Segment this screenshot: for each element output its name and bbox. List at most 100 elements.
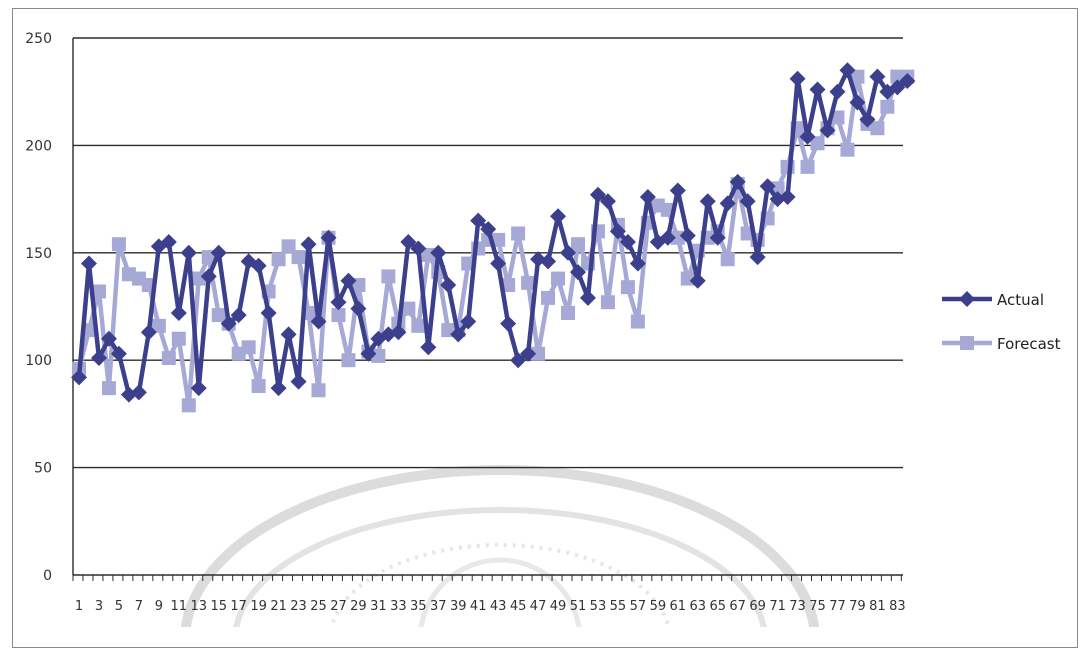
x-tick-label: 73: [789, 599, 806, 614]
legend-label-actual: Actual: [997, 291, 1044, 309]
data-point-actual: [430, 244, 447, 261]
data-point-actual: [100, 330, 117, 347]
data-point-actual: [809, 81, 826, 98]
data-point-actual: [350, 300, 367, 317]
data-point-actual: [779, 188, 796, 205]
data-point-actual: [629, 255, 646, 272]
chart-frame: [12, 8, 1078, 648]
y-tick-label: 50: [34, 461, 52, 477]
x-tick-label: 17: [230, 599, 247, 614]
university-seal-watermark: [180, 465, 820, 627]
data-point-actual: [550, 208, 567, 225]
x-tick-label: 75: [809, 599, 826, 614]
series-line-actual: [76, 67, 909, 397]
data-point-actual: [270, 380, 287, 397]
data-point-actual: [520, 345, 537, 362]
data-point-actual: [310, 313, 327, 330]
data-point-actual: [889, 79, 906, 96]
data-point-actual: [320, 229, 337, 246]
data-point-actual: [619, 234, 636, 251]
data-point-forecast: [630, 314, 645, 329]
data-point-actual: [300, 236, 317, 253]
x-tick-label: 21: [270, 599, 287, 614]
x-tick-label: 35: [410, 599, 427, 614]
x-tick-labels: 1 3 5 7 9 11 13 15 17 19 21 23 25 27 29 31 33 35 37 39 41 43 4…: [75, 599, 906, 614]
data-point-actual: [799, 128, 816, 145]
data-point-actual: [290, 373, 307, 390]
data-point-actual: [210, 244, 227, 261]
x-tick-label: 77: [829, 599, 846, 614]
x-tick-label: 11: [171, 599, 188, 614]
x-tick-label: 39: [450, 599, 467, 614]
x-tick-label: 49: [550, 599, 567, 614]
data-point-actual: [490, 255, 507, 272]
axes: [72, 38, 903, 581]
data-point-actual: [260, 304, 277, 321]
data-point-actual: [200, 268, 217, 285]
x-tick-label: 71: [769, 599, 786, 614]
x-tick-label: 65: [709, 599, 726, 614]
x-tick-label: 63: [689, 599, 706, 614]
x-tick-label: 25: [310, 599, 327, 614]
data-point-forecast: [381, 269, 396, 284]
legend-marker-forecast: [960, 336, 974, 350]
data-point-actual: [679, 227, 696, 244]
x-tick-label: 23: [290, 599, 307, 614]
y-tick-label: 200: [25, 138, 52, 154]
x-tick-label: 3: [95, 599, 103, 614]
x-tick-label: 53: [590, 599, 607, 614]
data-point-forecast: [880, 99, 895, 114]
data-point-forecast: [251, 378, 266, 393]
data-point-forecast: [511, 226, 526, 241]
x-tick-label: 15: [210, 599, 227, 614]
data-point-actual: [609, 223, 626, 240]
data-point-actual: [390, 324, 407, 341]
data-point-forecast: [181, 398, 196, 413]
data-point-forecast: [571, 237, 585, 252]
x-tick-label: 81: [869, 599, 886, 614]
data-point-forecast: [870, 121, 885, 136]
data-point-actual: [789, 70, 806, 87]
data-point-actual: [839, 62, 856, 79]
data-point-actual: [849, 94, 866, 111]
data-point-actual: [579, 289, 596, 306]
data-point-actual: [360, 345, 377, 362]
x-tick-label: 55: [610, 599, 627, 614]
data-point-forecast: [850, 69, 865, 84]
data-point-forecast: [810, 136, 825, 151]
data-point-forecast: [551, 271, 566, 286]
data-point-forecast: [111, 237, 126, 252]
y-tick-label: 250: [25, 31, 52, 47]
data-point-actual: [659, 229, 676, 246]
data-point-actual: [599, 193, 616, 210]
data-point-actual: [899, 72, 916, 89]
legend: Actual Forecast: [942, 291, 1061, 353]
data-point-forecast: [531, 346, 546, 361]
legend-item-actual: Actual: [942, 291, 1044, 309]
x-tick-label: 19: [250, 599, 267, 614]
data-point-actual: [140, 324, 157, 341]
data-point-actual: [869, 68, 886, 85]
y-tick-label: 0: [43, 568, 52, 584]
data-point-forecast: [331, 308, 346, 323]
x-tick-label: 13: [190, 599, 207, 614]
data-point-actual: [709, 229, 726, 246]
data-point-forecast: [271, 252, 286, 267]
x-tick-label: 5: [115, 599, 123, 614]
data-point-forecast: [241, 340, 256, 355]
data-point-actual: [759, 178, 776, 195]
x-tick-label: 59: [650, 599, 667, 614]
x-tick-label: 41: [470, 599, 487, 614]
data-point-forecast: [151, 318, 166, 333]
data-point-actual: [400, 234, 417, 251]
data-point-actual: [250, 257, 267, 274]
data-point-forecast: [411, 318, 426, 333]
data-point-actual: [440, 277, 457, 294]
data-point-actual: [470, 212, 487, 229]
data-point-actual: [220, 315, 237, 332]
data-point-forecast: [840, 142, 855, 157]
x-tick-label: 51: [570, 599, 587, 614]
x-tick-label: 67: [729, 599, 746, 614]
data-point-actual: [80, 255, 97, 272]
x-tick-label: 31: [370, 599, 387, 614]
